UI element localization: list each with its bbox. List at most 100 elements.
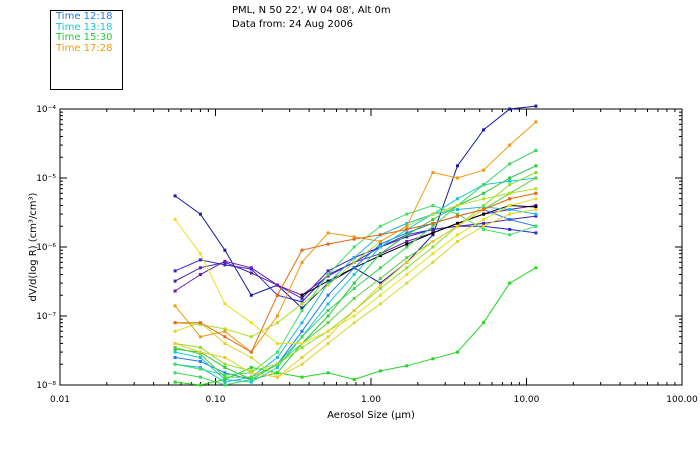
data-point [431,218,435,221]
data-point [300,375,304,379]
data-point [223,362,227,366]
x-tick-label: 100.00 [666,395,698,405]
data-point [431,224,435,228]
legend-entry: Time 15:30 [56,32,113,43]
header-date: Data from: 24 Aug 2006 [232,19,353,30]
data-point [249,378,253,381]
series-line [175,206,536,383]
data-point [482,183,486,187]
data-point [249,365,253,369]
data-point [352,235,356,239]
data-point [534,197,538,201]
data-point [275,293,279,297]
data-point [405,212,409,216]
data-point [223,327,227,331]
data-point [431,357,435,361]
data-point [300,356,304,359]
data-point [352,321,356,325]
data-point [352,266,356,270]
data-point [431,221,435,225]
data-point [405,273,409,276]
data-point [198,356,202,359]
data-point [378,233,382,237]
data-point [326,269,330,273]
data-point [405,240,409,243]
data-point [534,187,538,191]
data-point [198,323,202,327]
data-point [378,277,382,280]
data-point [173,279,177,283]
data-point [326,273,330,276]
data-point [378,266,382,270]
data-point [508,107,512,111]
data-point [275,283,279,287]
data-point [508,143,512,147]
data-point [431,240,435,243]
y-axis-title: dV/d(log R) (cm³/cm³) [28,192,39,301]
data-point [431,231,435,235]
data-point [275,356,279,359]
data-point [534,164,538,168]
data-point [534,212,538,216]
data-point [223,263,227,267]
data-point [456,221,459,225]
data-point [173,371,177,375]
series-12 [173,204,538,377]
x-tick-label: 10.00 [514,395,540,405]
data-point [198,352,202,356]
x-tick-label: 0.01 [50,395,70,405]
data-point [482,212,486,216]
data-point [300,362,304,366]
data-point [508,233,512,237]
data-point [249,369,253,373]
data-point [378,287,382,290]
data-point [405,245,409,249]
data-point [352,309,356,312]
data-point [456,350,459,354]
data-point [378,224,382,228]
data-point [534,176,538,180]
data-point [431,252,435,256]
data-point [431,227,435,231]
series-7 [173,205,538,384]
data-point [431,171,435,174]
data-point [378,369,382,373]
data-point [198,375,202,379]
data-point [326,302,330,306]
data-point [326,371,330,375]
data-point [326,293,330,297]
data-point [534,171,538,174]
data-point [378,302,382,306]
data-point [198,252,202,256]
axis-ticks: 0.01 0.10 1.00 10.00 100.00 10⁻⁸ 10⁻⁷ 10⁻⁶ 10⁻⁵ 1… [36,105,698,405]
data-point [173,218,177,221]
data-point [534,266,538,270]
data-point [508,176,512,180]
data-point [326,329,330,333]
legend-entry: Time 12:18 [56,11,113,22]
data-point [326,242,330,246]
data-point [198,335,202,339]
data-point [534,208,538,211]
data-point [378,252,382,256]
data-point [300,321,304,325]
data-point [300,309,304,312]
data-point [198,266,202,270]
series-line [175,172,537,372]
data-point [173,289,177,293]
data-point [223,329,227,333]
data-point [508,212,512,216]
data-point [275,371,279,375]
data-point [326,279,330,283]
data-point [482,208,486,211]
data-point [482,321,486,325]
data-point [275,321,279,325]
data-point [223,371,227,375]
data-point [223,248,227,252]
data-point [431,245,435,249]
data-point [326,314,330,318]
data-point [249,380,253,384]
data-point [534,231,538,235]
data-point [173,380,177,384]
data-point [482,197,486,201]
